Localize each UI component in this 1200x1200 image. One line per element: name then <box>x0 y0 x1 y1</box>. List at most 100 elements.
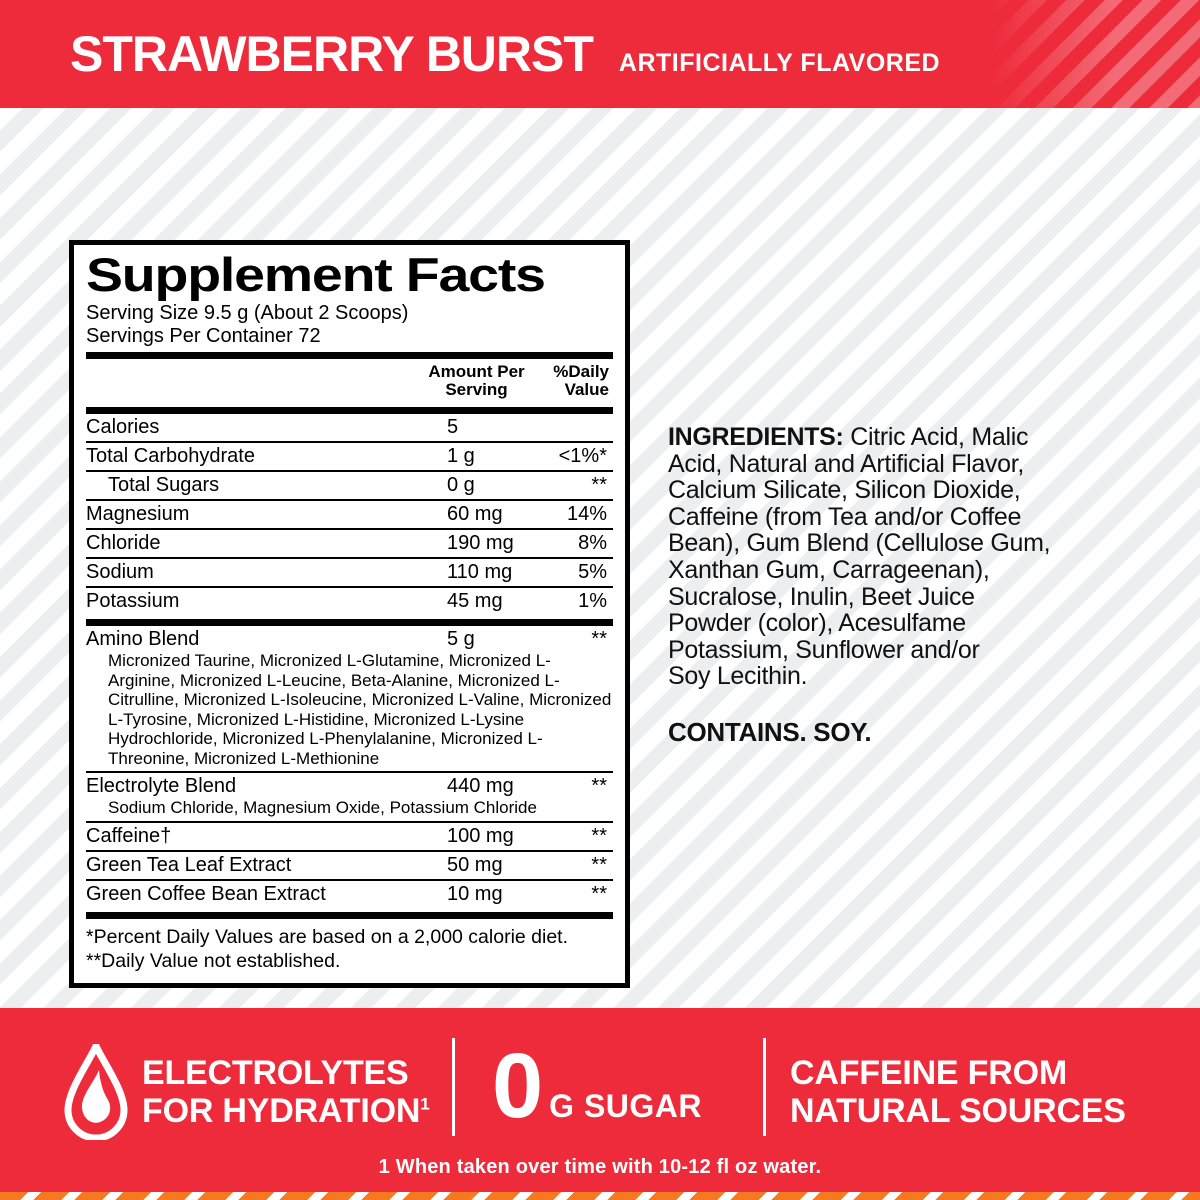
nutrient-daily-value: 14% <box>566 503 607 525</box>
nutrient-name: Sodium <box>86 561 154 583</box>
table-row: Chloride 190 mg 8% <box>86 528 613 557</box>
feature-electrolytes: ELECTROLYTES FOR HYDRATION1 <box>142 1054 430 1130</box>
nutrient-amount: 60 mg <box>447 503 503 525</box>
nutrient-name: Total Carbohydrate <box>86 445 255 467</box>
blend-components: Sodium Chloride, Magnesium Oxide, Potass… <box>108 798 537 817</box>
column-header-dv-line2: Value <box>564 380 609 399</box>
banner-footnote: 1 When taken over time with 10-12 fl oz … <box>378 1156 822 1178</box>
supplement-facts-title: Supplement Facts <box>86 248 546 301</box>
ingredients-line: Sucralose, Inulin, Beet Juice <box>668 582 975 611</box>
feature-caffeine-line2: NATURAL SOURCES <box>790 1092 1126 1130</box>
nutrient-name: Electrolyte Blend <box>86 775 237 797</box>
ingredients-line: Bean), Gum Blend (Cellulose Gum, <box>668 529 1051 558</box>
nutrient-rows: Calories 5 Total Carbohydrate 1 g <1%* Total … <box>86 414 613 615</box>
water-drop-icon <box>64 1044 128 1140</box>
top-banner-text: STRAWBERRY BURST ARTIFICIALLY FLAVORED <box>70 0 940 108</box>
banner-divider <box>452 1038 455 1136</box>
divider-thick <box>86 352 613 359</box>
table-row: Amino Blend 5 g ** Micronized Taurine, Micr… <box>86 626 613 771</box>
banner-divider <box>763 1038 766 1136</box>
nutrient-daily-value: ** <box>591 824 607 847</box>
nutrient-amount: 5 g <box>447 628 475 650</box>
nutrient-amount: 190 mg <box>447 532 514 554</box>
blend-components: Micronized Taurine, Micronized L-Glutami… <box>108 651 612 768</box>
flavor-subtitle: ARTIFICIALLY FLAVORED <box>618 49 941 77</box>
feature-electrolytes-line2: FOR HYDRATION1 <box>142 1092 430 1130</box>
nutrient-name: Green Coffee Bean Extract <box>86 882 326 905</box>
nutrient-daily-value: 1% <box>578 590 607 612</box>
column-header-daily-value: %Daily Value <box>527 363 613 399</box>
servings-per-container: Servings Per Container 72 <box>86 325 321 347</box>
ingredients-line: Potassium, Sunflower and/or <box>668 635 980 664</box>
table-row: Total Carbohydrate 1 g <1%* <box>86 441 613 470</box>
table-row: Green Tea Leaf Extract 50 mg ** <box>86 849 613 879</box>
divider-thick <box>86 619 613 626</box>
nutrient-amount: 110 mg <box>447 561 513 583</box>
nutrient-daily-value: ** <box>591 628 607 650</box>
ingredients-line: Acid, Natural and Artificial Flavor, <box>668 449 1025 478</box>
allergen-statement: CONTAINS. SOY. <box>668 716 872 747</box>
ingredients-line: Calcium Silicate, Silicon Dioxide, <box>668 476 1021 505</box>
table-row: Sodium 110 mg 5% <box>86 557 613 586</box>
footnote-line: *Percent Daily Values are based on a 2,0… <box>86 925 569 948</box>
ingredients-line: Caffeine (from Tea and/or Coffee <box>668 502 1022 531</box>
divider-thick <box>86 911 613 919</box>
nutrient-daily-value: ** <box>591 853 607 876</box>
top-banner: STRAWBERRY BURST ARTIFICIALLY FLAVORED <box>0 0 1200 108</box>
nutrient-daily-value: 8% <box>578 532 607 554</box>
table-row: Magnesium 60 mg 14% <box>86 499 613 528</box>
feature-caffeine-line1: CAFFEINE FROM <box>790 1054 1067 1092</box>
nutrient-amount: 5 <box>447 416 459 438</box>
blend-rows: Amino Blend 5 g ** Micronized Taurine, Micr… <box>86 626 613 908</box>
column-header-dv-line1: %Daily <box>553 362 609 381</box>
zero-sugar-unit: G SUGAR <box>549 1088 703 1124</box>
nutrient-amount: 10 mg <box>447 882 503 905</box>
nutrient-name: Chloride <box>86 532 161 554</box>
ingredients-heading: INGREDIENTS: <box>668 423 844 451</box>
nutrient-name: Calories <box>86 416 160 438</box>
nutrient-name: Total Sugars <box>108 474 220 496</box>
orange-stripe-border <box>0 1192 1200 1200</box>
daily-value-footnotes: *Percent Daily Values are based on a 2,0… <box>86 919 613 973</box>
ingredients-text: INGREDIENTS: Citric Acid, Malic Acid, Nat… <box>668 424 1138 690</box>
nutrient-amount: 1 g <box>447 445 475 467</box>
flavor-title: STRAWBERRY BURST <box>70 26 594 82</box>
nutrient-name: Amino Blend <box>86 628 200 650</box>
nutrient-name: Green Tea Leaf Extract <box>86 853 292 876</box>
ingredients-block: INGREDIENTS: Citric Acid, Malic Acid, Nat… <box>668 424 1138 748</box>
nutrient-name: Potassium <box>86 590 180 612</box>
feature-caffeine: CAFFEINE FROM NATURAL SOURCES <box>790 1054 1126 1130</box>
divider-thick <box>86 407 613 414</box>
footnote-marker: 1 <box>420 1094 430 1114</box>
nutrient-daily-value: <1%* <box>558 445 607 467</box>
table-row: Calories 5 <box>86 414 613 441</box>
nutrient-amount: 100 mg <box>447 824 514 847</box>
serving-size: Serving Size 9.5 g (About 2 Scoops) <box>86 302 409 324</box>
table-row: Green Coffee Bean Extract 10 mg ** <box>86 878 613 908</box>
nutrient-daily-value: ** <box>591 775 607 797</box>
nutrient-daily-value: ** <box>591 474 607 496</box>
nutrient-amount: 440 mg <box>447 775 514 797</box>
nutrient-daily-value: ** <box>591 882 607 905</box>
nutrient-amount: 0 g <box>447 474 475 496</box>
ingredients-line: Xanthan Gum, Carrageenan), <box>668 555 990 584</box>
table-row: Caffeine† 100 mg ** <box>86 820 613 850</box>
column-headers: Amount Per Serving %Daily Value <box>86 359 613 403</box>
banner-stripe-pattern <box>990 0 1200 108</box>
nutrient-amount: 50 mg <box>447 853 503 876</box>
ingredients-line: Soy Lecithin. <box>668 662 808 691</box>
zero-sugar-value: 0 <box>492 1035 544 1137</box>
ingredients-line: Powder (color), Acesulfame <box>668 609 966 638</box>
column-header-spacer <box>86 363 426 399</box>
ingredients-line: INGREDIENTS: Citric Acid, Malic <box>668 423 1029 451</box>
nutrient-name: Caffeine† <box>86 824 172 847</box>
nutrient-name: Magnesium <box>86 503 190 525</box>
column-header-amount-line2: Serving <box>445 380 508 399</box>
nutrient-amount: 45 mg <box>447 590 503 612</box>
table-row: Total Sugars 0 g ** <box>86 470 613 499</box>
table-row: Electrolyte Blend 440 mg ** Sodium Chloride… <box>86 771 613 821</box>
nutrient-daily-value: 5% <box>578 561 607 583</box>
